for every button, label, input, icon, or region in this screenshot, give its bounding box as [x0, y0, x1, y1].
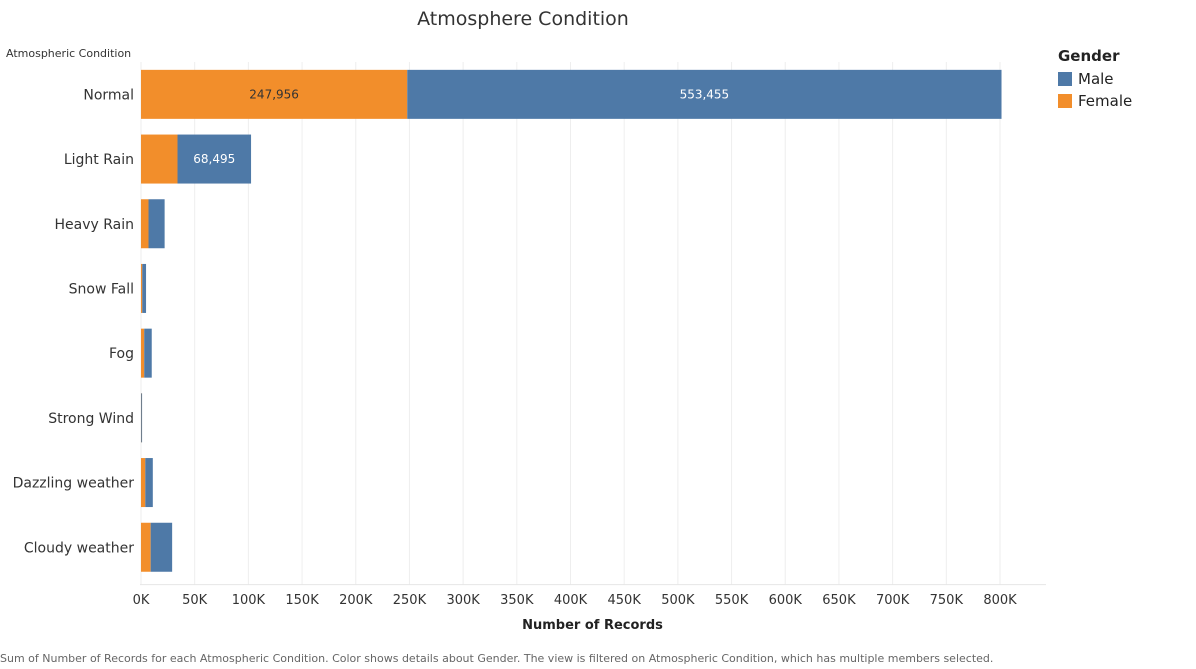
category-label: Strong Wind	[48, 411, 134, 427]
bar-male	[150, 522, 173, 572]
bar-male	[141, 393, 143, 443]
x-tick-label: 450K	[608, 593, 642, 608]
bar-male	[145, 458, 153, 508]
bar-male	[407, 69, 1002, 119]
x-tick-label: 250K	[393, 593, 427, 608]
bar-female	[141, 69, 408, 119]
bar-male	[142, 263, 147, 313]
x-axis-label: Number of Records	[522, 618, 663, 633]
bar-female	[141, 522, 151, 572]
bar-female	[141, 328, 145, 378]
x-tick-label: 750K	[930, 593, 964, 608]
bar-female	[141, 458, 146, 508]
chart-title: Atmosphere Condition	[417, 8, 629, 30]
x-tick-label: 100K	[232, 593, 266, 608]
category-label: Light Rain	[64, 152, 134, 168]
legend-title: Gender	[1058, 47, 1120, 65]
x-tick-label: 50K	[182, 593, 208, 608]
legend-item-male[interactable]: Male	[1058, 68, 1132, 90]
legend-swatch-female	[1058, 94, 1072, 108]
category-label: Normal	[83, 87, 134, 103]
legend-swatch-male	[1058, 72, 1072, 86]
bar-female	[141, 199, 149, 249]
x-tick-label: 400K	[554, 593, 588, 608]
bar-female	[141, 134, 178, 184]
x-tick-label: 300K	[446, 593, 480, 608]
category-label: Cloudy weather	[24, 540, 134, 556]
x-tick-label: 200K	[339, 593, 373, 608]
x-tick-label: 550K	[715, 593, 749, 608]
legend-item-female[interactable]: Female	[1058, 90, 1132, 112]
x-tick-label: 350K	[500, 593, 534, 608]
bar-male	[177, 134, 252, 184]
legend-label-male: Male	[1078, 70, 1114, 88]
x-tick-label: 0K	[133, 593, 150, 608]
y-axis-header: Atmospheric Condition	[6, 47, 132, 60]
x-tick-label: 500K	[661, 593, 695, 608]
x-tick-label: 650K	[822, 593, 856, 608]
data-label: 68,495	[193, 152, 235, 166]
bar-male	[144, 328, 152, 378]
bar-female	[141, 263, 143, 313]
category-label: Heavy Rain	[54, 217, 134, 233]
x-tick-label: 600K	[769, 593, 803, 608]
category-label: Fog	[109, 346, 134, 362]
legend-label-female: Female	[1078, 92, 1133, 110]
legend: Gender Male Female	[1058, 47, 1132, 112]
x-tick-label: 700K	[876, 593, 910, 608]
data-label: 553,455	[680, 87, 730, 101]
data-label: 247,956	[249, 87, 299, 101]
category-label: Dazzling weather	[13, 476, 135, 492]
bar-male	[148, 199, 165, 249]
x-tick-label: 150K	[285, 593, 319, 608]
x-tick-label: 800K	[983, 593, 1017, 608]
chart-caption: Sum of Number of Records for each Atmosp…	[0, 652, 994, 665]
category-label: Snow Fall	[69, 281, 134, 297]
